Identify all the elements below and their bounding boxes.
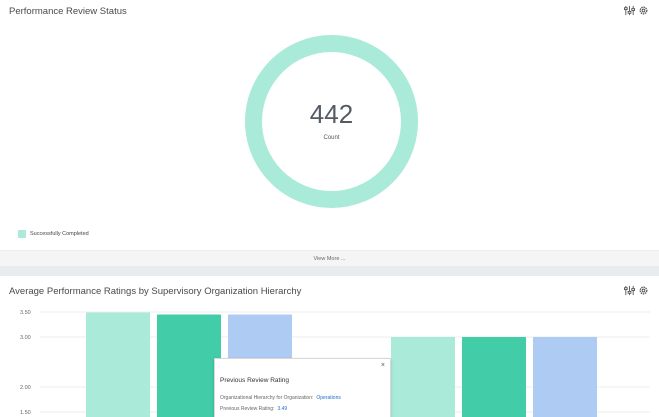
bar[interactable]: [86, 312, 150, 417]
performance-review-status-card: Performance Review Status 442 Count Succ…: [0, 0, 659, 266]
view-more-link[interactable]: View More ...: [0, 250, 659, 266]
legend-label: Successfully Completed: [30, 231, 89, 237]
y-tick-label: 1.50: [20, 410, 31, 416]
card-title: Performance Review Status: [9, 6, 127, 17]
tooltip-title: Previous Review Rating: [220, 377, 290, 384]
close-icon[interactable]: ×: [380, 362, 385, 369]
chart-options-icon[interactable]: [624, 285, 635, 296]
legend: Successfully Completed: [18, 230, 89, 238]
tooltip-org-label: Organizational Hierarchy for Organizatio…: [220, 395, 314, 401]
chart-options-icon[interactable]: [624, 5, 635, 16]
bar[interactable]: [533, 337, 597, 417]
gear-icon[interactable]: [638, 285, 649, 296]
y-tick-label: 3.00: [20, 335, 31, 341]
average-ratings-card: Average Performance Ratings by Superviso…: [0, 276, 659, 417]
tooltip-org-link[interactable]: Operations: [316, 395, 341, 401]
y-tick-label: 2.00: [20, 385, 31, 391]
card-toolbar: [624, 285, 649, 296]
donut-chart[interactable]: 442 Count: [245, 35, 418, 208]
chart-tooltip: × Previous Review Rating Organizational …: [214, 358, 391, 417]
bar[interactable]: [157, 314, 221, 417]
bar[interactable]: [391, 337, 455, 417]
bar[interactable]: [462, 337, 526, 417]
card-title: Average Performance Ratings by Superviso…: [9, 286, 302, 297]
gear-icon[interactable]: [638, 5, 649, 16]
donut-ring: [245, 35, 418, 208]
tooltip-rating-label: Previous Review Rating:: [220, 406, 275, 412]
donut-count-label: Count: [323, 135, 340, 141]
y-tick-label: 3.50: [20, 310, 31, 316]
tooltip-org-row: Organizational Hierarchy for Organizatio…: [220, 395, 341, 401]
card-toolbar: [624, 5, 649, 16]
tooltip-rating-value[interactable]: 3.49: [277, 406, 288, 412]
tooltip-rating-row: Previous Review Rating: 3.49: [220, 406, 287, 412]
legend-swatch: [18, 230, 26, 238]
donut-count-value: 442: [309, 99, 354, 129]
